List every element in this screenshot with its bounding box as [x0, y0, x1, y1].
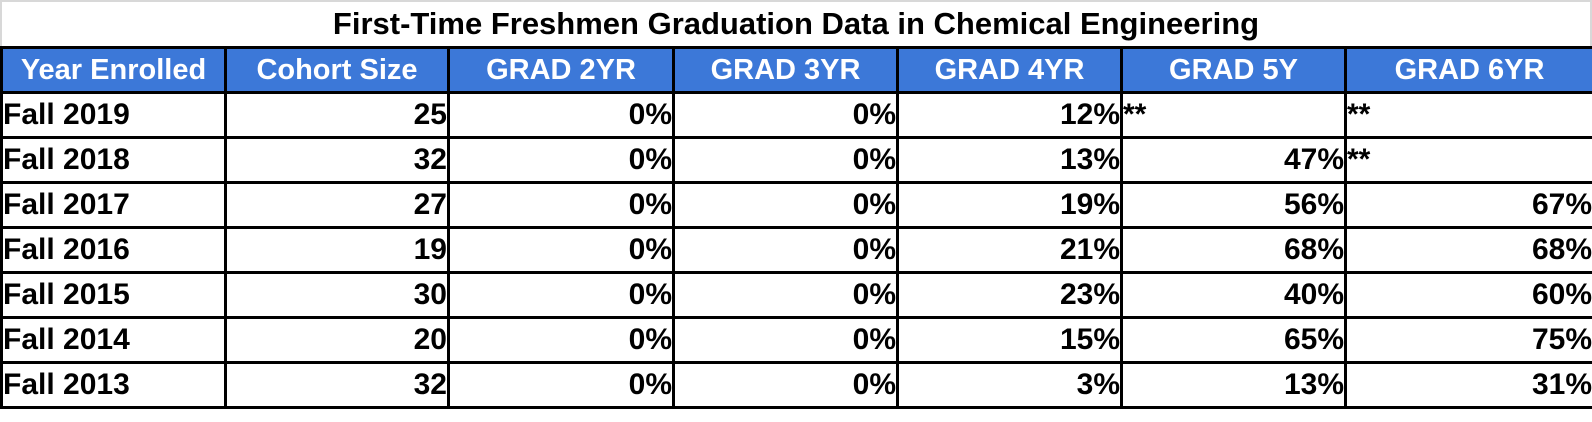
- value-cell: 13%: [896, 136, 1123, 184]
- table-row: Fall 2019 25 0% 0% 12% ** **: [0, 91, 1592, 139]
- value-cell: 60%: [1344, 271, 1592, 319]
- value-cell: 32: [224, 361, 450, 409]
- value-cell: 56%: [1120, 181, 1347, 229]
- value-cell: 0%: [447, 136, 675, 184]
- value-cell: 68%: [1120, 226, 1347, 274]
- year-enrolled-cell: Fall 2019: [0, 91, 227, 139]
- title-bar: First-Time Freshmen Graduation Data in C…: [0, 2, 1592, 46]
- value-cell: 15%: [896, 316, 1123, 364]
- table-row: Fall 2013 32 0% 0% 3% 13% 31%: [0, 361, 1592, 409]
- value-cell: 0%: [672, 181, 899, 229]
- header-row: Year Enrolled Cohort Size GRAD 2YR GRAD …: [0, 46, 1592, 94]
- value-cell: 20: [224, 316, 450, 364]
- value-cell: 13%: [1120, 361, 1347, 409]
- value-cell: 25: [224, 91, 450, 139]
- value-cell: 0%: [672, 136, 899, 184]
- column-header-grad-3yr: GRAD 3YR: [672, 46, 899, 94]
- column-header-cohort-size: Cohort Size: [224, 46, 450, 94]
- page-title: First-Time Freshmen Graduation Data in C…: [332, 6, 1260, 41]
- value-cell: 3%: [896, 361, 1123, 409]
- table-row: Fall 2015 30 0% 0% 23% 40% 60%: [0, 271, 1592, 319]
- column-header-year-enrolled: Year Enrolled: [0, 46, 227, 94]
- value-cell: 0%: [447, 91, 675, 139]
- value-cell: 23%: [896, 271, 1123, 319]
- year-enrolled-cell: Fall 2015: [0, 271, 227, 319]
- graduation-table: Year Enrolled Cohort Size GRAD 2YR GRAD …: [0, 46, 1592, 409]
- value-cell: 67%: [1344, 181, 1592, 229]
- column-header-grad-2yr: GRAD 2YR: [447, 46, 675, 94]
- column-header-grad-6yr: GRAD 6YR: [1344, 46, 1592, 94]
- value-cell: 31%: [1344, 361, 1592, 409]
- value-cell: 0%: [672, 361, 899, 409]
- value-cell: 0%: [672, 226, 899, 274]
- value-cell: 0%: [672, 271, 899, 319]
- value-cell: 32: [224, 136, 450, 184]
- value-cell: 21%: [896, 226, 1123, 274]
- suppressed-value-cell: **: [1120, 91, 1347, 139]
- table-row: Fall 2018 32 0% 0% 13% 47% **: [0, 136, 1592, 184]
- year-enrolled-cell: Fall 2013: [0, 361, 227, 409]
- table-row: Fall 2017 27 0% 0% 19% 56% 67%: [0, 181, 1592, 229]
- value-cell: 75%: [1344, 316, 1592, 364]
- year-enrolled-cell: Fall 2017: [0, 181, 227, 229]
- value-cell: 0%: [447, 181, 675, 229]
- value-cell: 0%: [672, 316, 899, 364]
- value-cell: 0%: [447, 271, 675, 319]
- value-cell: 40%: [1120, 271, 1347, 319]
- value-cell: 30: [224, 271, 450, 319]
- column-header-grad-4yr: GRAD 4YR: [896, 46, 1123, 94]
- table-body: Fall 2019 25 0% 0% 12% ** ** Fall 2018 32 0% 0% 13%…: [0, 91, 1592, 409]
- value-cell: 68%: [1344, 226, 1592, 274]
- suppressed-value-cell: **: [1344, 136, 1592, 184]
- year-enrolled-cell: Fall 2018: [0, 136, 227, 184]
- value-cell: 27: [224, 181, 450, 229]
- table-row: Fall 2016 19 0% 0% 21% 68% 68%: [0, 226, 1592, 274]
- year-enrolled-cell: Fall 2016: [0, 226, 227, 274]
- value-cell: 0%: [672, 91, 899, 139]
- value-cell: 0%: [447, 226, 675, 274]
- column-header-grad-5y: GRAD 5Y: [1120, 46, 1347, 94]
- value-cell: 12%: [896, 91, 1123, 139]
- value-cell: 19%: [896, 181, 1123, 229]
- value-cell: 65%: [1120, 316, 1347, 364]
- value-cell: 0%: [447, 361, 675, 409]
- table-row: Fall 2014 20 0% 0% 15% 65% 75%: [0, 316, 1592, 364]
- suppressed-value-cell: **: [1344, 91, 1592, 139]
- value-cell: 47%: [1120, 136, 1347, 184]
- year-enrolled-cell: Fall 2014: [0, 316, 227, 364]
- value-cell: 19: [224, 226, 450, 274]
- value-cell: 0%: [447, 316, 675, 364]
